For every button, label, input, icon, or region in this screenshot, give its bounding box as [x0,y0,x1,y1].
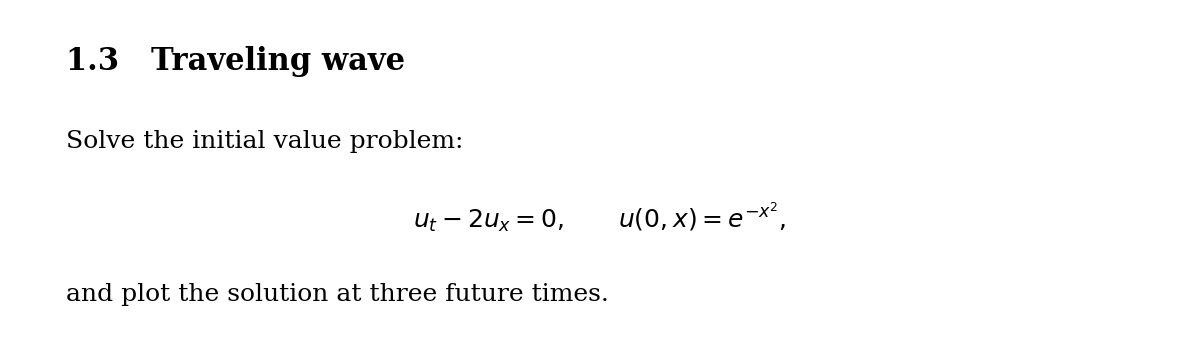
Text: 1.3   Traveling wave: 1.3 Traveling wave [66,46,406,77]
Text: Solve the initial value problem:: Solve the initial value problem: [66,130,463,153]
Text: $u_t - 2u_x = 0, \qquad u(0, x) = e^{-x^2},$: $u_t - 2u_x = 0, \qquad u(0, x) = e^{-x^… [413,201,787,235]
Text: and plot the solution at three future times.: and plot the solution at three future ti… [66,283,608,306]
